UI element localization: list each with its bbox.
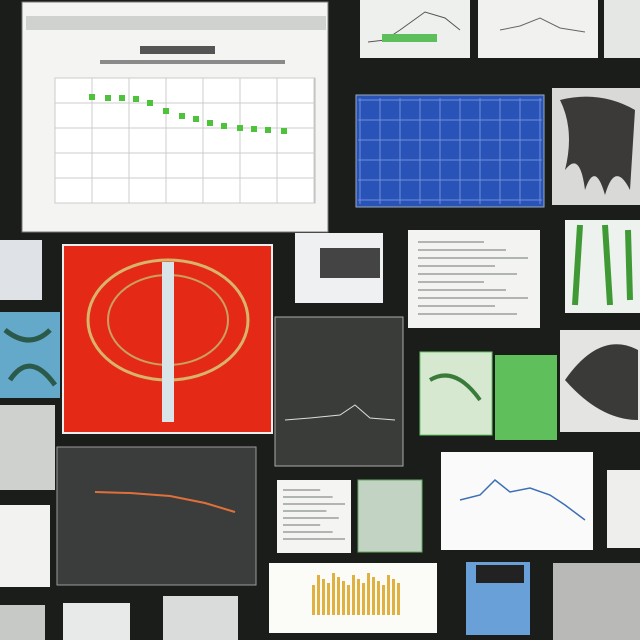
panel	[360, 0, 470, 58]
decor-bar	[352, 575, 355, 615]
decor	[382, 34, 437, 42]
sculpture	[560, 96, 635, 195]
dot	[265, 127, 271, 133]
panel	[604, 0, 640, 58]
grid	[54, 77, 315, 204]
decor-bars	[312, 573, 400, 615]
decor-line	[459, 478, 586, 521]
panel	[0, 240, 42, 300]
decor-line	[94, 491, 236, 513]
decor-bar	[382, 585, 385, 615]
spine	[162, 262, 174, 422]
dot	[163, 108, 169, 114]
panel	[0, 505, 50, 587]
dots	[89, 94, 287, 134]
decor-bar	[392, 579, 395, 615]
decor	[572, 224, 633, 306]
panel	[355, 94, 545, 208]
decor-bar	[347, 585, 350, 615]
decor-line	[499, 17, 586, 33]
chart-panel	[21, 1, 329, 233]
decor-bar	[312, 585, 315, 615]
decor	[320, 248, 380, 278]
dot	[221, 123, 227, 129]
decor-bar	[397, 583, 400, 615]
panel	[63, 603, 130, 640]
decor-bar	[322, 579, 325, 615]
panel	[441, 452, 593, 550]
dot	[133, 96, 139, 102]
decor-bar	[317, 575, 320, 615]
decor-bar	[342, 581, 345, 615]
panel	[357, 479, 423, 553]
decor-bar	[337, 577, 340, 615]
grid	[358, 98, 542, 204]
decor	[476, 565, 524, 583]
dot	[119, 95, 125, 101]
panel	[0, 605, 45, 640]
decor-bar	[387, 575, 390, 615]
decor-bar	[372, 577, 375, 615]
decor-bar	[377, 581, 380, 615]
decor-bar	[362, 583, 365, 615]
decor	[428, 373, 482, 402]
dot	[179, 113, 185, 119]
text-lines	[283, 489, 345, 540]
subheading-blur	[100, 60, 285, 64]
decor-bar	[332, 573, 335, 615]
panel	[277, 480, 351, 553]
decor-bar	[367, 573, 370, 615]
dot	[193, 116, 199, 122]
panel	[0, 405, 55, 490]
panel	[419, 351, 493, 436]
title-bar	[26, 16, 326, 30]
decor-line	[284, 404, 396, 421]
dot	[251, 126, 257, 132]
panel	[478, 0, 598, 58]
panel	[553, 563, 640, 640]
dot	[207, 120, 213, 126]
dot	[89, 94, 95, 100]
panel	[607, 470, 640, 548]
text-lines	[418, 241, 528, 315]
dot	[147, 100, 153, 106]
decor-bar	[327, 583, 330, 615]
panel	[0, 312, 60, 398]
panel	[274, 316, 404, 467]
decor	[3, 327, 58, 387]
sculpture	[565, 344, 638, 420]
panel	[56, 446, 257, 586]
decor-bar	[357, 579, 360, 615]
dot	[237, 125, 243, 131]
heading-blur	[140, 46, 215, 54]
panel	[408, 230, 540, 328]
panel	[163, 596, 238, 640]
dot	[105, 95, 111, 101]
dot	[281, 128, 287, 134]
panel	[495, 355, 557, 440]
